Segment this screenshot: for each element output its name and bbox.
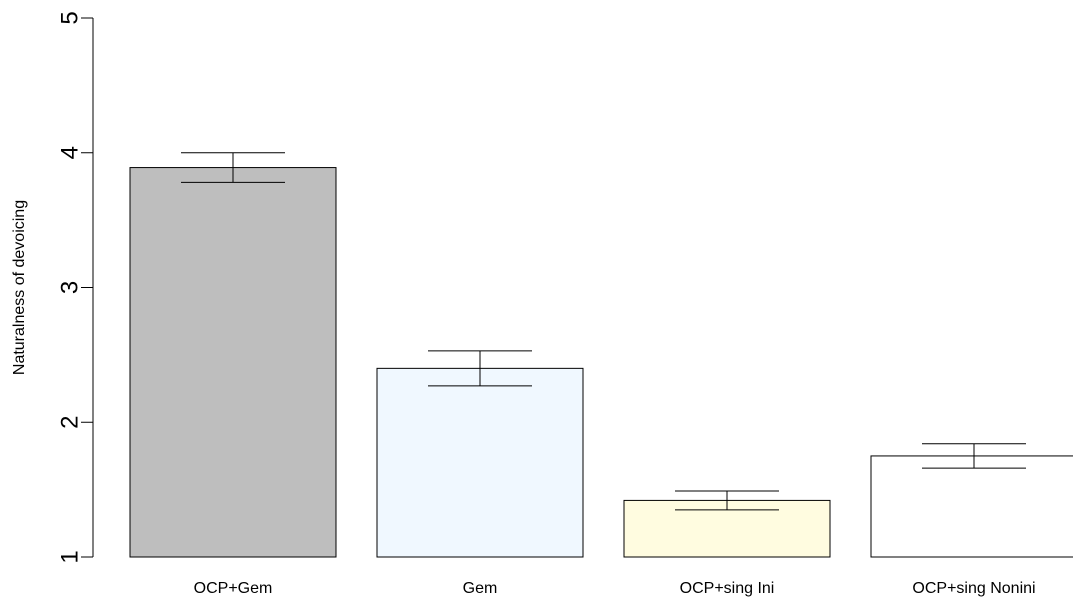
category-label: OCP+sing Nonini <box>912 580 1035 597</box>
bar <box>870 455 1073 558</box>
y-tick-label: 2 <box>57 416 84 429</box>
y-tick-label: 3 <box>57 281 84 294</box>
bar <box>129 167 337 558</box>
y-tick-label: 4 <box>57 146 84 159</box>
category-label: OCP+sing Ini <box>680 580 775 597</box>
category-labels: OCP+Gem Gem OCP+sing Ini OCP+sing Nonini <box>194 580 1036 597</box>
bar <box>376 367 584 558</box>
category-label: OCP+Gem <box>194 580 273 597</box>
error-bars <box>181 152 1026 511</box>
y-tick-label: 5 <box>57 11 84 24</box>
category-label: Gem <box>463 580 498 597</box>
bars <box>129 167 1073 558</box>
y-tick-label: 1 <box>57 550 84 563</box>
y-axis-label: Naturalness of devoicing <box>11 200 28 375</box>
y-axis: 1 2 3 4 5 <box>57 11 94 564</box>
